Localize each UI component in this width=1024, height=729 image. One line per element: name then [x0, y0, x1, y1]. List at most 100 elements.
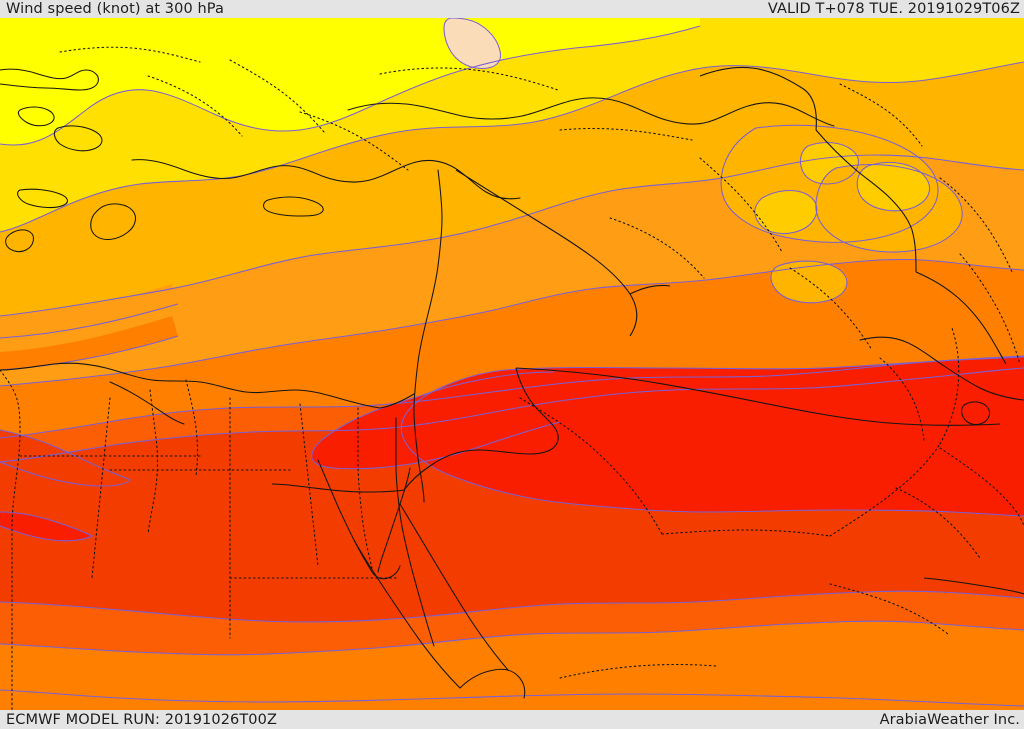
- coastline-crete: [17, 188, 68, 209]
- isoline-7: [0, 590, 1024, 623]
- isoline-8: [0, 620, 1024, 656]
- isoline-2: [0, 61, 1024, 233]
- fill-band-yellow: [0, 18, 700, 145]
- border-turkey-north: [699, 66, 817, 131]
- isoline-4: [0, 258, 1024, 387]
- coastline-nile: [395, 417, 435, 647]
- valid-time-label: VALID T+078 TUE. 20191029T06Z: [767, 1, 1020, 17]
- fill-band-upper-left-a: [0, 284, 178, 338]
- isoline-cell-turkey-a: [720, 124, 939, 243]
- border-saudi-west: [403, 367, 559, 491]
- border-dot-tunisia: [185, 379, 199, 477]
- fill-band-lightest: [444, 18, 501, 69]
- fill-band-core-main: [401, 357, 1024, 516]
- coastline-anatolia-north: [347, 97, 667, 121]
- border-dot-iraq-kuwait: [879, 357, 925, 441]
- border-dot-libya-inner: [147, 389, 159, 535]
- header-bar: Wind speed (knot) at 300 hPa VALID T+078…: [0, 0, 1024, 18]
- forecast-map[interactable]: [0, 18, 1024, 710]
- coastline-aegean: [0, 68, 99, 91]
- coastline-north-africa: [0, 362, 381, 409]
- fill-cell-small-1: [770, 261, 847, 303]
- isoline-cell-small-1: [770, 260, 848, 304]
- fill-band-upper-left-b: [0, 316, 178, 370]
- border-dot-caucasus: [839, 83, 923, 147]
- isoline-cell-iraq-b: [856, 161, 930, 212]
- border-turkey-east: [815, 129, 917, 273]
- border-dot-greece: [147, 75, 243, 137]
- contour-fill-bands: [0, 18, 1024, 710]
- border-dot-egypt-inner: [299, 403, 319, 567]
- wind-speed-contour-chart: [0, 18, 1024, 710]
- border-group: [0, 46, 1024, 710]
- border-dot-turkey-inner-3: [379, 67, 559, 91]
- border-syria-turkey: [629, 284, 671, 295]
- isoline-1: [0, 25, 701, 146]
- coastline-cyprus: [263, 196, 324, 217]
- fill-cell-iraq-b: [857, 162, 930, 211]
- isoline-peach-cell: [443, 18, 501, 69]
- border-jordan-iraq: [455, 169, 638, 337]
- border-dot-bulgaria: [229, 59, 325, 133]
- border-dot-syria-inner: [609, 217, 705, 279]
- coastline-redsea-east-low: [459, 668, 526, 699]
- border-dot-uae: [895, 487, 981, 559]
- isoline-6: [0, 367, 1024, 463]
- coastline-sinai-west: [317, 459, 373, 573]
- border-dot-yemen: [559, 663, 717, 679]
- model-run-label: ECMWF MODEL RUN: 20191026T00Z: [6, 711, 277, 728]
- border-saudi-north: [515, 367, 1001, 426]
- border-oman: [923, 577, 1024, 595]
- coastline-group: [0, 68, 1024, 699]
- fill-band-yellow-2: [0, 18, 1024, 232]
- isoline-filament-left-2: [0, 511, 94, 542]
- isoline-5: [0, 355, 1024, 439]
- coastline-greek-island-2: [53, 125, 103, 152]
- border-dot-saudi-inner-4: [939, 327, 960, 445]
- fill-band-gold: [0, 62, 1024, 316]
- coastline-arabian-gulf: [859, 336, 1024, 401]
- border-dot-iraq-inner: [789, 267, 873, 351]
- border-dot-libya-algeria: [91, 397, 111, 579]
- border-dot-egypt-east: [357, 407, 373, 569]
- coastline-greek-island-1: [17, 106, 55, 127]
- coastline-black-sea-e: [665, 102, 835, 127]
- isoline-cell-turkey-c: [799, 141, 859, 185]
- border-jordan-west: [271, 483, 405, 493]
- isoline-9: [0, 689, 1024, 707]
- border-dot-iran-inner-2: [959, 253, 1021, 365]
- coastline-qatar: [961, 401, 991, 425]
- border-dot-saudi-inner-3: [829, 443, 941, 537]
- coastline-peloponnese: [90, 203, 137, 241]
- fill-band-core-tongue: [311, 372, 560, 469]
- coastline-sinai-east: [377, 467, 411, 573]
- border-dot-saudi-inner-1: [519, 397, 663, 535]
- fill-band-red-filament-left: [0, 430, 130, 486]
- border-dot-oman-inner: [829, 583, 949, 635]
- isoline-cell-turkey-b: [754, 189, 818, 235]
- coastline-aegean-small-1: [5, 229, 35, 253]
- coastline-anatolia-south: [131, 159, 521, 200]
- isoline-upper-left-a: [0, 303, 179, 339]
- footer-bar: ECMWF MODEL RUN: 20191026T00Z ArabiaWeat…: [0, 710, 1024, 729]
- coastline-egypt-delta: [379, 393, 415, 409]
- border-iraq-iran: [915, 271, 1007, 365]
- border-dot-balkan: [59, 46, 201, 63]
- isoline-core-main: [400, 356, 1024, 517]
- border-dot-algeria-edge: [0, 369, 21, 710]
- border-dot-turkey-inner-4: [299, 111, 409, 171]
- isoline-filament-left: [0, 429, 131, 487]
- provider-label: ArabiaWeather Inc.: [879, 711, 1020, 728]
- coastline-levant: [413, 169, 443, 503]
- border-dot-turkey-inner-1: [559, 127, 693, 141]
- fill-cell-turkey-b: [754, 190, 817, 234]
- coastline-libya-gulf: [109, 381, 185, 425]
- isoline-3: [0, 154, 1024, 317]
- border-dot-saudi-inner-2: [661, 529, 831, 537]
- coastline-redsea-east: [399, 503, 509, 671]
- page-title: Wind speed (knot) at 300 hPa: [6, 1, 224, 17]
- coastline-redsea-west: [353, 539, 461, 689]
- border-dot-turkey-inner-2: [699, 157, 783, 253]
- isoline-cell-iraq-a: [815, 164, 963, 253]
